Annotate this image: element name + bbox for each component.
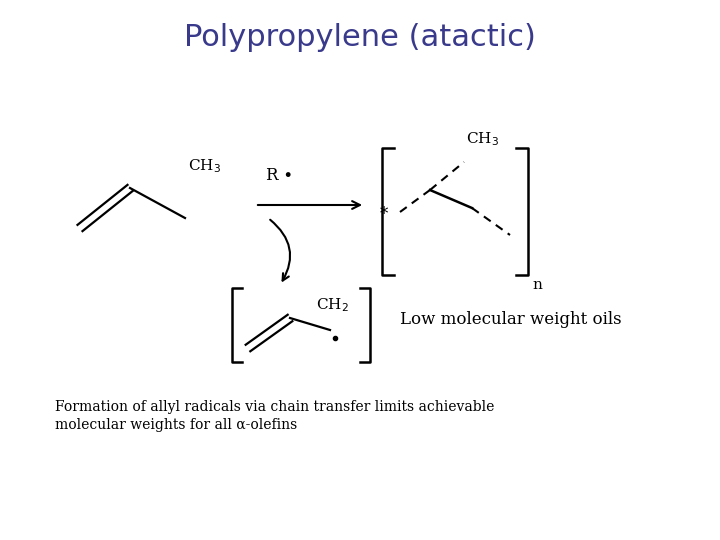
Text: molecular weights for all α-olefins: molecular weights for all α-olefins — [55, 418, 297, 432]
Text: CH$_3$: CH$_3$ — [466, 130, 499, 148]
Text: Low molecular weight oils: Low molecular weight oils — [400, 312, 621, 328]
Text: CH$_3$: CH$_3$ — [188, 157, 221, 175]
Text: *: * — [380, 206, 388, 224]
Text: CH$_2$: CH$_2$ — [315, 296, 348, 314]
Text: Formation of allyl radicals via chain transfer limits achievable: Formation of allyl radicals via chain tr… — [55, 400, 495, 414]
Text: R $\bullet$: R $\bullet$ — [265, 166, 292, 184]
Text: Polypropylene (atactic): Polypropylene (atactic) — [184, 24, 536, 52]
FancyArrowPatch shape — [270, 220, 290, 281]
Text: n: n — [532, 278, 542, 292]
